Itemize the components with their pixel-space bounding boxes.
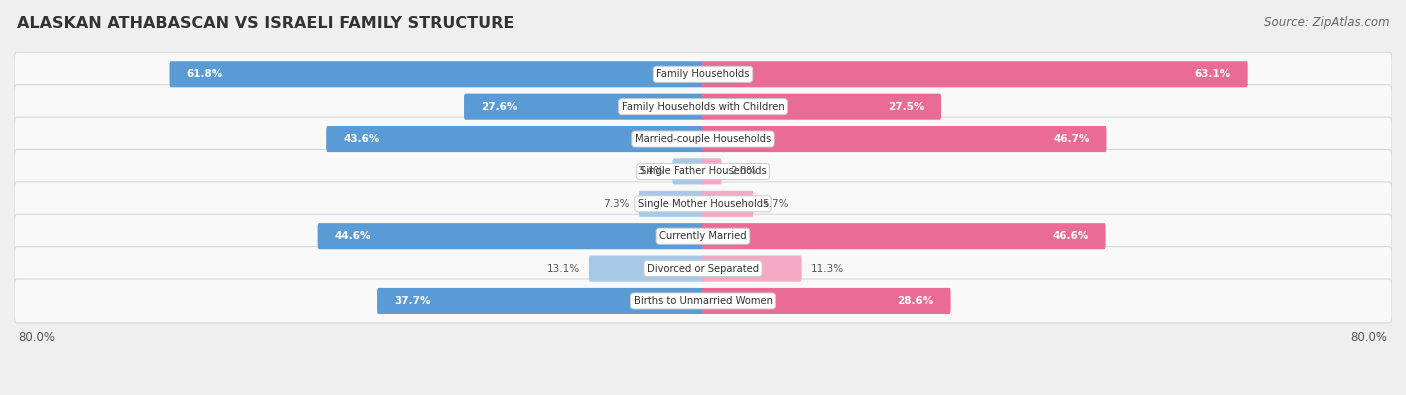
Text: Divorced or Separated: Divorced or Separated [647, 263, 759, 274]
Text: 27.6%: 27.6% [481, 102, 517, 112]
FancyBboxPatch shape [702, 223, 1105, 249]
Text: 5.7%: 5.7% [762, 199, 789, 209]
FancyBboxPatch shape [702, 256, 801, 282]
FancyBboxPatch shape [14, 279, 1392, 323]
FancyBboxPatch shape [702, 191, 754, 217]
Text: Family Households with Children: Family Households with Children [621, 102, 785, 112]
Text: 63.1%: 63.1% [1195, 69, 1230, 79]
Text: 46.6%: 46.6% [1053, 231, 1088, 241]
Text: 2.0%: 2.0% [731, 166, 756, 177]
FancyBboxPatch shape [318, 223, 704, 249]
Text: 61.8%: 61.8% [186, 69, 222, 79]
FancyBboxPatch shape [702, 288, 950, 314]
Text: Single Mother Households: Single Mother Households [638, 199, 768, 209]
Text: Currently Married: Currently Married [659, 231, 747, 241]
FancyBboxPatch shape [326, 126, 704, 152]
Text: 3.4%: 3.4% [637, 166, 664, 177]
Text: 80.0%: 80.0% [18, 331, 55, 344]
Text: 44.6%: 44.6% [335, 231, 371, 241]
FancyBboxPatch shape [464, 94, 704, 120]
Text: Births to Unmarried Women: Births to Unmarried Women [634, 296, 772, 306]
Text: Family Households: Family Households [657, 69, 749, 79]
FancyBboxPatch shape [672, 158, 704, 184]
Text: 27.5%: 27.5% [889, 102, 924, 112]
Text: 28.6%: 28.6% [897, 296, 934, 306]
Text: 46.7%: 46.7% [1053, 134, 1090, 144]
FancyBboxPatch shape [14, 246, 1392, 291]
FancyBboxPatch shape [638, 191, 704, 217]
FancyBboxPatch shape [14, 149, 1392, 194]
FancyBboxPatch shape [14, 117, 1392, 161]
FancyBboxPatch shape [14, 214, 1392, 258]
Text: Married-couple Households: Married-couple Households [636, 134, 770, 144]
FancyBboxPatch shape [14, 85, 1392, 129]
Text: 7.3%: 7.3% [603, 199, 630, 209]
FancyBboxPatch shape [702, 158, 721, 184]
FancyBboxPatch shape [589, 256, 704, 282]
FancyBboxPatch shape [702, 94, 941, 120]
FancyBboxPatch shape [14, 53, 1392, 96]
Text: 37.7%: 37.7% [394, 296, 430, 306]
Text: 11.3%: 11.3% [811, 263, 844, 274]
Text: 43.6%: 43.6% [343, 134, 380, 144]
FancyBboxPatch shape [377, 288, 704, 314]
Text: Source: ZipAtlas.com: Source: ZipAtlas.com [1264, 16, 1389, 29]
FancyBboxPatch shape [170, 61, 704, 87]
Text: 13.1%: 13.1% [547, 263, 579, 274]
FancyBboxPatch shape [702, 61, 1247, 87]
FancyBboxPatch shape [14, 182, 1392, 226]
Text: ALASKAN ATHABASCAN VS ISRAELI FAMILY STRUCTURE: ALASKAN ATHABASCAN VS ISRAELI FAMILY STR… [17, 16, 515, 31]
Text: 80.0%: 80.0% [1351, 331, 1388, 344]
FancyBboxPatch shape [702, 126, 1107, 152]
Text: Single Father Households: Single Father Households [640, 166, 766, 177]
